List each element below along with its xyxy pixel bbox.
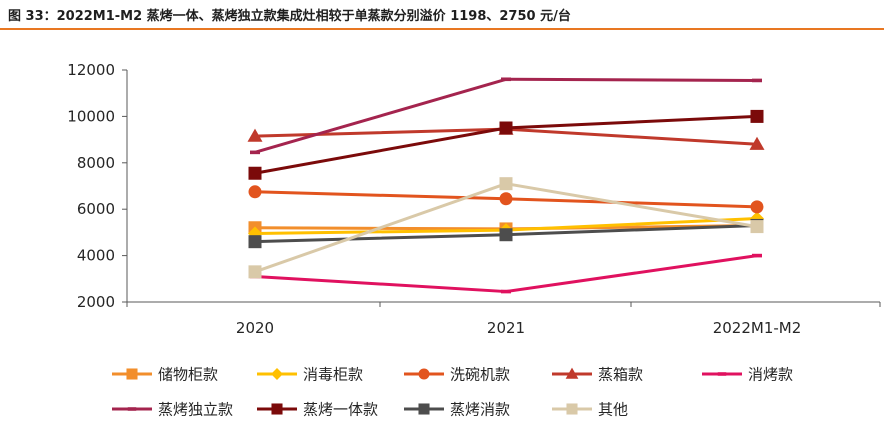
data-point-marker xyxy=(499,177,513,191)
legend-label: 蒸烤一体款 xyxy=(303,401,378,419)
data-point-marker xyxy=(501,77,511,82)
y-tick-label: 12000 xyxy=(67,61,115,79)
data-point-marker xyxy=(248,235,262,249)
data-point-marker xyxy=(271,368,283,380)
data-point-marker xyxy=(499,228,513,242)
series-其他 xyxy=(248,177,764,279)
legend-item: 蒸烤独立款 xyxy=(112,401,233,419)
y-tick-label: 2000 xyxy=(77,293,115,311)
chart-title: 图 33：2022M1-M2 蒸烤一体、蒸烤独立款集成灶相较于单蒸款分别溢价 1… xyxy=(8,9,571,24)
series-蒸烤独立款 xyxy=(250,77,762,155)
data-point-marker xyxy=(248,265,262,279)
chart-series xyxy=(247,77,765,294)
data-point-marker xyxy=(247,128,263,142)
legend-item: 蒸烤消款 xyxy=(404,401,510,419)
x-tick-label: 2020 xyxy=(236,319,274,337)
legend-label: 蒸箱款 xyxy=(598,366,643,384)
y-tick-label: 4000 xyxy=(77,247,115,265)
data-point-marker xyxy=(752,78,762,83)
data-point-marker xyxy=(565,367,579,379)
x-tick-label: 2022M1-M2 xyxy=(713,319,802,337)
data-point-marker xyxy=(750,109,764,123)
legend-label: 洗碗机款 xyxy=(450,366,510,384)
x-tick-label: 2021 xyxy=(487,319,525,337)
title-divider xyxy=(0,28,884,30)
series-line xyxy=(254,77,758,154)
data-point-marker xyxy=(418,403,430,415)
data-point-marker xyxy=(750,220,764,234)
legend-label: 蒸烤消款 xyxy=(450,401,510,419)
legend-item: 其他 xyxy=(552,401,628,419)
legend-item: 储物柜款 xyxy=(112,366,218,384)
data-point-marker xyxy=(750,200,764,214)
data-point-marker xyxy=(499,121,513,135)
data-point-marker xyxy=(126,368,138,380)
legend-item: 洗碗机款 xyxy=(404,366,510,384)
legend-item: 消毒柜款 xyxy=(257,366,363,384)
data-point-marker xyxy=(717,372,727,376)
series-消烤款 xyxy=(250,253,762,294)
data-point-marker xyxy=(499,192,513,206)
chart-axes: 2000 4000 6000 8000 10000 12000 2020 2021 2022M1… xyxy=(67,61,881,337)
series-蒸烤一体款 xyxy=(248,109,764,180)
y-tick-label: 8000 xyxy=(77,154,115,172)
legend-label: 消烤款 xyxy=(748,366,793,384)
data-point-marker xyxy=(749,136,765,150)
series-洗碗机款 xyxy=(248,185,764,214)
data-point-marker xyxy=(501,289,511,294)
data-point-marker xyxy=(271,403,283,415)
y-tick-label: 10000 xyxy=(67,107,115,125)
legend-item: 消烤款 xyxy=(702,366,793,384)
legend-label: 储物柜款 xyxy=(158,366,218,384)
legend-item: 蒸箱款 xyxy=(552,366,643,384)
legend-item: 蒸烤一体款 xyxy=(257,401,378,419)
legend-label: 蒸烤独立款 xyxy=(158,401,233,419)
data-point-marker xyxy=(250,150,260,155)
y-tick-label: 6000 xyxy=(77,200,115,218)
legend-label: 其他 xyxy=(598,401,628,419)
data-point-marker xyxy=(566,403,578,415)
data-point-marker xyxy=(752,253,762,258)
data-point-marker xyxy=(248,166,262,180)
data-point-marker xyxy=(418,368,430,380)
series-line xyxy=(254,254,758,294)
data-point-marker xyxy=(127,407,137,411)
data-point-marker xyxy=(248,185,262,199)
legend-label: 消毒柜款 xyxy=(303,366,363,384)
